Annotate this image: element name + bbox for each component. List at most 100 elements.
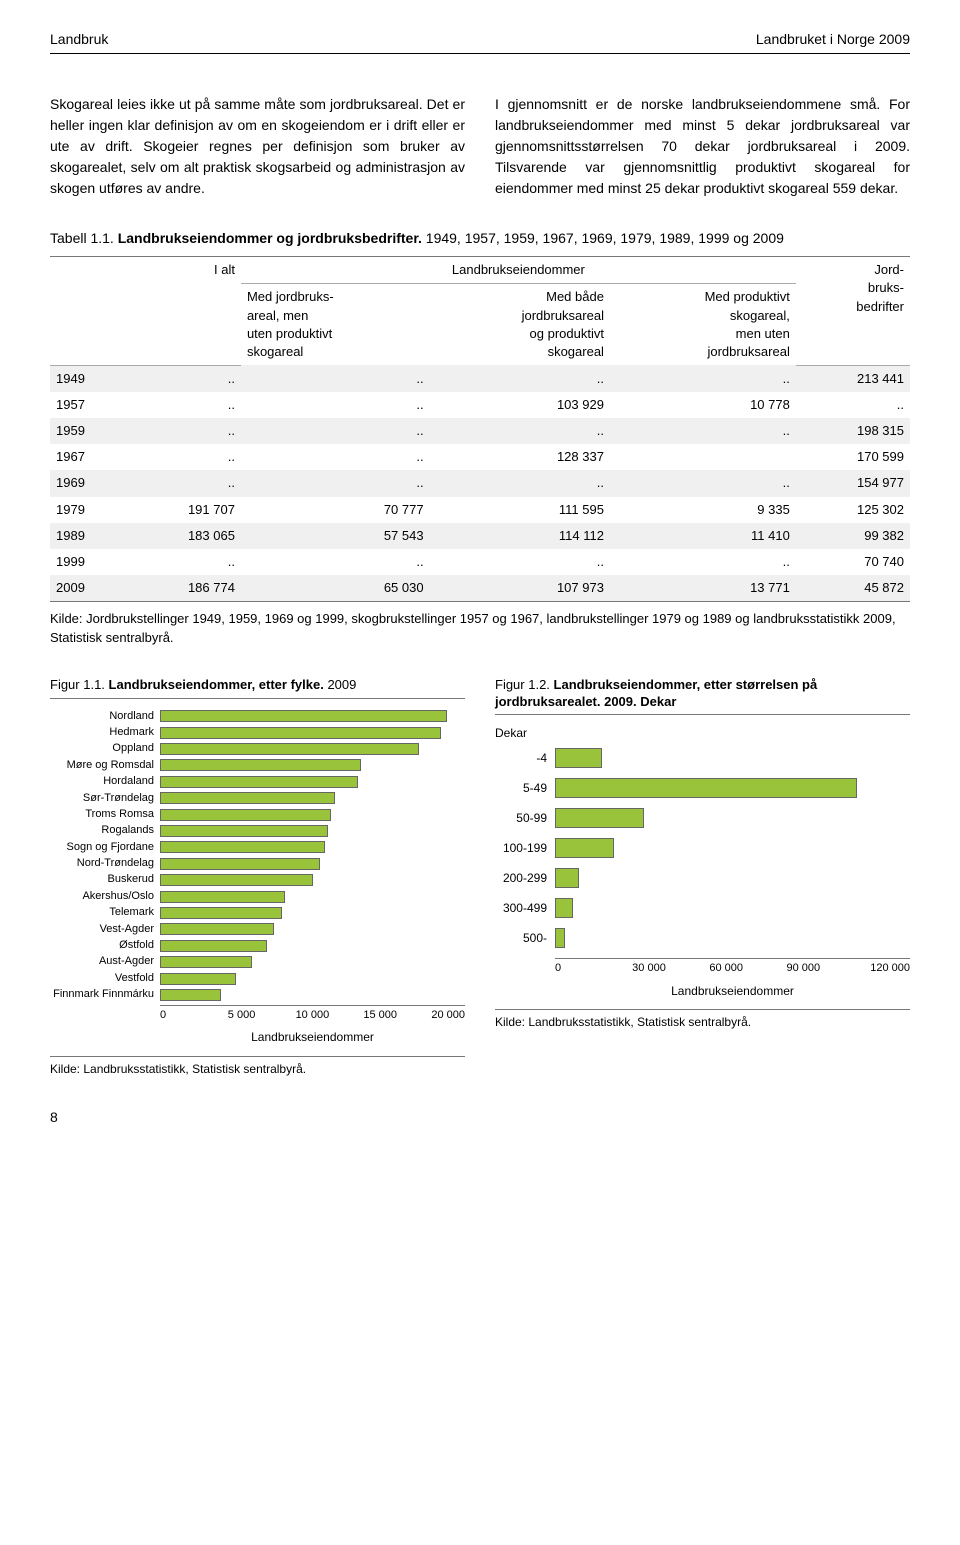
- bar-row: 100-199: [495, 838, 910, 858]
- bar-fill: [555, 778, 857, 798]
- table-caption-bold: Landbrukseiendommer og jordbruksbedrifte…: [118, 230, 422, 246]
- bar-label: 100-199: [495, 840, 555, 857]
- table-row: 1979191 70770 777111 5959 335125 302: [50, 497, 910, 523]
- table-cell: 1969: [50, 470, 128, 496]
- axis-tick: 30 000: [632, 959, 709, 976]
- bar-row: Aust-Agder: [50, 954, 465, 969]
- table-row: 1959........198 315: [50, 418, 910, 444]
- bar-track: [160, 726, 465, 740]
- fig2-axis: 030 00060 00090 000120 000: [555, 958, 910, 976]
- bar-track: [160, 709, 465, 723]
- table-cell: 107 973: [430, 575, 610, 602]
- axis-tick: 0: [555, 959, 632, 976]
- bar-label: Møre og Romsdal: [50, 758, 160, 773]
- table-cell: 65 030: [241, 575, 430, 602]
- col-2: Med jordbruks-areal, menuten produktivts…: [241, 284, 430, 365]
- bar-row: Møre og Romsdal: [50, 758, 465, 773]
- fig2-xlabel: Landbrukseiendommer: [555, 983, 910, 1000]
- body-col-1: Skogareal leies ikke ut på samme måte so…: [50, 94, 465, 199]
- table-row: 1989183 06557 543114 11211 41099 382: [50, 523, 910, 549]
- table-row: 1999........70 740: [50, 549, 910, 575]
- bar-track: [160, 955, 465, 969]
- bar-label: 200-299: [495, 870, 555, 887]
- bar-row: -4: [495, 748, 910, 768]
- bar-fill: [160, 907, 282, 919]
- axis-tick: 20 000: [431, 1006, 465, 1023]
- bar-track: [160, 988, 465, 1002]
- bar-row: 300-499: [495, 898, 910, 918]
- bar-row: Nordland: [50, 709, 465, 724]
- bar-row: Vest-Agder: [50, 922, 465, 937]
- bar-label: 50-99: [495, 810, 555, 827]
- col-group: Landbrukseiendommer: [241, 257, 796, 284]
- bar-label: Sør-Trøndelag: [50, 791, 160, 806]
- table-cell: 99 382: [796, 523, 910, 549]
- bar-label: Finnmark Finnmárku: [50, 987, 160, 1002]
- bar-fill: [160, 743, 419, 755]
- bar-track: [160, 873, 465, 887]
- fig2-prefix: Figur 1.2.: [495, 677, 554, 692]
- bar-track: [555, 808, 910, 828]
- bar-track: [555, 868, 910, 888]
- table-cell: 1989: [50, 523, 128, 549]
- table-cell: 186 774: [128, 575, 241, 602]
- bar-fill: [555, 928, 565, 948]
- bar-fill: [160, 776, 358, 788]
- bar-label: Hordaland: [50, 774, 160, 789]
- bar-row: Vestfold: [50, 971, 465, 986]
- bar-track: [160, 906, 465, 920]
- bar-track: [160, 824, 465, 838]
- bar-track: [555, 778, 910, 798]
- table-cell: ..: [128, 365, 241, 392]
- table-cell: 11 410: [610, 523, 796, 549]
- bar-label: 5-49: [495, 780, 555, 797]
- table-cell: ..: [241, 549, 430, 575]
- bar-track: [160, 972, 465, 986]
- bar-label: Rogalands: [50, 823, 160, 838]
- bar-fill: [555, 838, 614, 858]
- table-cell: 2009: [50, 575, 128, 602]
- bar-fill: [160, 973, 236, 985]
- bar-track: [160, 939, 465, 953]
- bar-fill: [160, 710, 447, 722]
- table-cell: 183 065: [128, 523, 241, 549]
- axis-tick: 15 000: [363, 1006, 431, 1023]
- table-cell: ..: [128, 418, 241, 444]
- table-cell: ..: [241, 418, 430, 444]
- bar-track: [160, 758, 465, 772]
- axis-tick: 0: [160, 1006, 228, 1023]
- table-cell: ..: [241, 444, 430, 470]
- figure-2: Figur 1.2. Landbrukseiendommer, etter st…: [495, 677, 910, 1078]
- table-cell: 191 707: [128, 497, 241, 523]
- bar-label: Nord-Trøndelag: [50, 856, 160, 871]
- bar-label: Buskerud: [50, 872, 160, 887]
- table-cell: 1999: [50, 549, 128, 575]
- bar-fill: [160, 956, 252, 968]
- bar-track: [160, 840, 465, 854]
- table-cell: ..: [128, 470, 241, 496]
- fig2-title: Figur 1.2. Landbrukseiendommer, etter st…: [495, 677, 910, 716]
- bar-track: [555, 898, 910, 918]
- bar-fill: [160, 825, 328, 837]
- table-cell: 1957: [50, 392, 128, 418]
- bar-track: [555, 838, 910, 858]
- bar-row: 200-299: [495, 868, 910, 888]
- bar-label: Vest-Agder: [50, 922, 160, 937]
- page-number: 8: [50, 1108, 910, 1128]
- axis-tick: 90 000: [787, 959, 864, 976]
- fig1-title: Figur 1.1. Landbrukseiendommer, etter fy…: [50, 677, 465, 699]
- bar-fill: [160, 792, 335, 804]
- table-cell: 103 929: [430, 392, 610, 418]
- bar-fill: [160, 989, 221, 1001]
- bar-label: Nordland: [50, 709, 160, 724]
- table-cell: 154 977: [796, 470, 910, 496]
- bar-row: Rogalands: [50, 823, 465, 838]
- bar-label: Oppland: [50, 741, 160, 756]
- table-cell: 111 595: [430, 497, 610, 523]
- bar-fill: [555, 808, 644, 828]
- bar-label: Sogn og Fjordane: [50, 840, 160, 855]
- bar-fill: [160, 923, 274, 935]
- table-cell: ..: [610, 470, 796, 496]
- data-table: I alt Landbrukseiendommer Jord-bruks-bed…: [50, 256, 910, 602]
- table-cell: ..: [430, 418, 610, 444]
